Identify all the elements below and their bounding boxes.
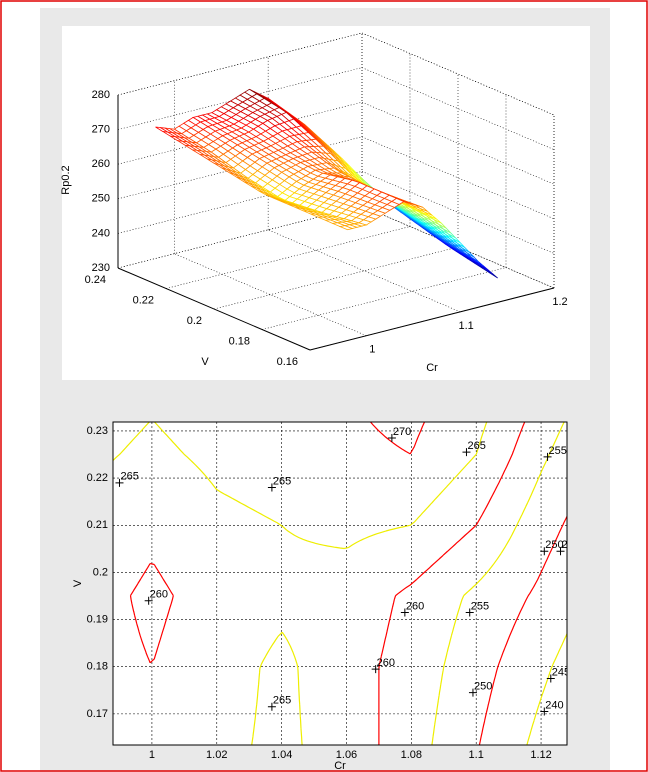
- contour-background: [113, 422, 567, 745]
- label-marker: [543, 452, 552, 461]
- contour-label: 245: [552, 666, 570, 678]
- y-axis-label: V: [201, 356, 209, 368]
- y-tick-label: 0.18: [229, 335, 250, 347]
- y-axis-label: V: [72, 579, 84, 587]
- z-tick-label: 250: [92, 193, 110, 205]
- x-tick-label: 1: [149, 749, 155, 761]
- y-tick-label: 0.2: [187, 315, 202, 327]
- x-tick-label: 1.04: [271, 749, 292, 761]
- y-tick-label: 0.24: [85, 274, 106, 286]
- contour-line: [526, 633, 567, 745]
- contour-label: 260: [377, 657, 395, 669]
- contour-line: [431, 422, 565, 745]
- axis-edge: [117, 267, 311, 351]
- x-axis-label: Cr: [334, 760, 346, 772]
- contour-label: 245: [562, 539, 580, 551]
- y-tick-label: 0.22: [133, 294, 154, 306]
- z-tick-label: 280: [92, 89, 110, 101]
- label-marker: [540, 547, 549, 556]
- label-marker: [144, 596, 153, 605]
- z-tick-label: 240: [92, 227, 110, 239]
- y-tick-label: 0.23: [87, 425, 108, 437]
- contour-label: 265: [120, 471, 138, 483]
- y-tick-label: 0.16: [277, 356, 298, 368]
- contour-label: 255: [549, 445, 567, 457]
- label-marker: [267, 702, 276, 711]
- y-tick-label: 0.17: [87, 708, 108, 720]
- contour-label: 265: [467, 440, 485, 452]
- y-tick-label: 0.18: [87, 661, 108, 673]
- y-tick-label: 0.22: [87, 472, 108, 484]
- contour-line: [113, 422, 488, 745]
- label-marker: [468, 688, 477, 697]
- contour-labels: 2652652702652552602602552502452602502452…: [115, 426, 580, 716]
- contour-plot: 1 1.02 1.04 1.06 1.08 1.1 1.12 0.17 0.18 0.19 0.2 0…: [72, 421, 580, 772]
- z-tick-label: 270: [92, 124, 110, 136]
- y-tick-label: 0.21: [87, 519, 108, 531]
- label-marker: [400, 608, 409, 617]
- contour-label: 250: [545, 539, 563, 551]
- contour-label: 270: [393, 426, 411, 438]
- contour-label: 255: [471, 600, 489, 612]
- x-tick-label: 1.1: [469, 749, 484, 761]
- label-marker: [556, 547, 565, 556]
- label-marker: [462, 448, 471, 457]
- x-tick-label: 1: [369, 344, 375, 356]
- surface-cell: [338, 225, 354, 231]
- contour-label: 250: [474, 681, 492, 693]
- contour-label: 265: [273, 695, 291, 707]
- label-marker: [540, 707, 549, 716]
- x-tick-label: 1.08: [401, 749, 422, 761]
- label-marker: [387, 434, 396, 443]
- x-tick-label: 1.12: [530, 749, 551, 761]
- contour-label: 240: [545, 699, 563, 711]
- label-marker: [546, 674, 555, 683]
- surface-plot: 230 240 250 260 270 280 1 1.1 1.2 0.16 0.18 0.2 0.22…: [60, 32, 568, 374]
- label-marker: [371, 665, 380, 674]
- label-marker: [115, 478, 124, 487]
- axes-box: [112, 421, 568, 746]
- contour-line: [478, 516, 567, 745]
- z-axis-label: Rp0.2: [60, 165, 72, 194]
- contour-label: 260: [406, 600, 424, 612]
- x-tick-label: 1.1: [459, 320, 474, 332]
- contour-label: 265: [273, 475, 291, 487]
- z-tick-label: 260: [92, 158, 110, 170]
- contour-lines: [113, 422, 567, 745]
- y-tick-label: 0.19: [87, 613, 108, 625]
- label-marker: [465, 608, 474, 617]
- contour-line: [129, 422, 526, 745]
- x-tick-label: 1.02: [206, 749, 227, 761]
- y-tick-label: 0.2: [93, 566, 108, 578]
- axis-edge: [309, 287, 555, 351]
- x-axis-label: Cr: [426, 362, 438, 374]
- x-tick-label: 1.06: [336, 749, 357, 761]
- contour-label: 260: [150, 589, 168, 601]
- contour-line: [370, 422, 426, 455]
- x-tick-label: 1.2: [552, 296, 567, 308]
- z-tick-label: 230: [92, 262, 110, 274]
- label-marker: [267, 483, 276, 492]
